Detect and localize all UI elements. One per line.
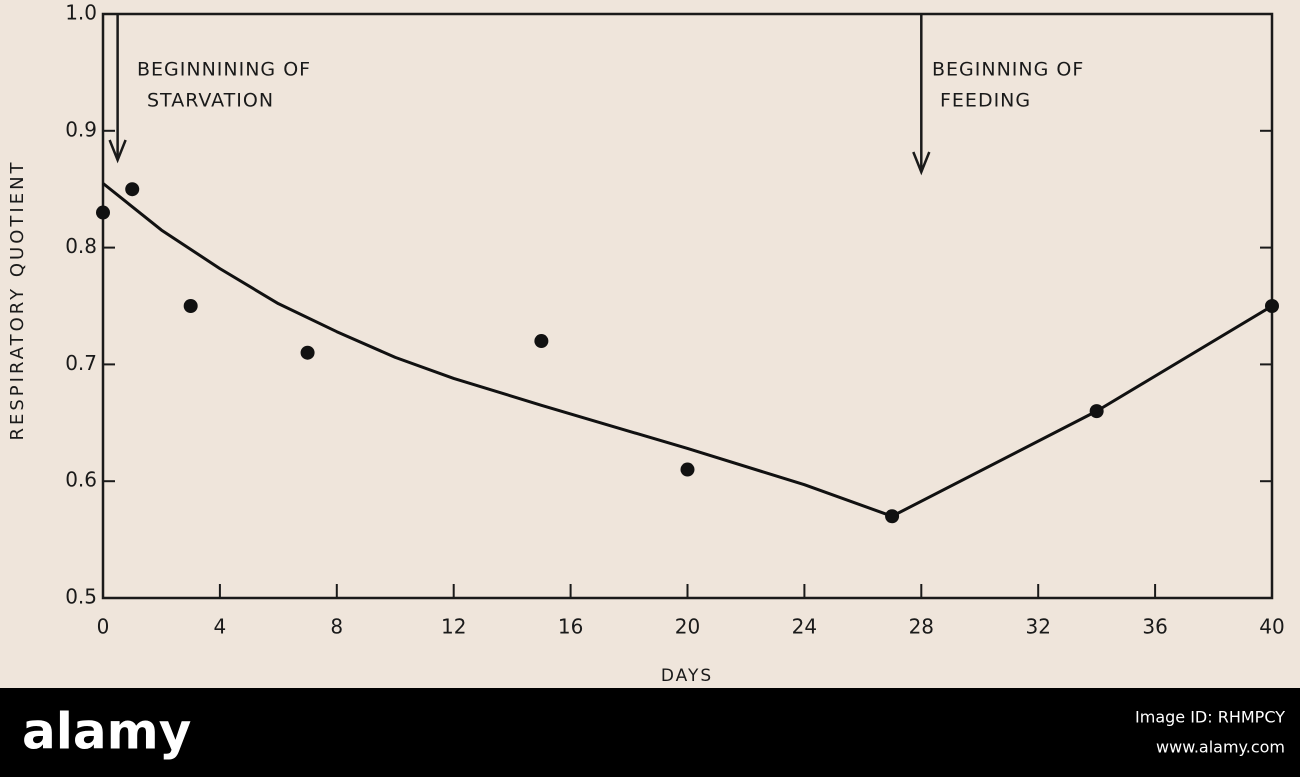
annotation-arrowhead: [912, 151, 931, 176]
y-tick-label: 1.0: [65, 1, 97, 25]
x-tick-label: 32: [1025, 615, 1050, 639]
x-tick-label: 12: [441, 615, 466, 639]
x-tick-label: 20: [675, 615, 700, 639]
annotation-text: BEGINNINING OF: [137, 59, 311, 81]
data-point: [96, 205, 110, 220]
x-tick-label: 4: [214, 615, 227, 639]
watermark-id: Image ID: RHMPCY: [1135, 708, 1285, 727]
data-point: [125, 182, 140, 197]
data-point: [183, 299, 198, 313]
x-tick-label: 16: [558, 615, 583, 639]
annotation-text: FEEDING: [940, 90, 1031, 112]
y-tick-label: 0.8: [65, 234, 97, 258]
annotation-text: BEGINNING OF: [932, 59, 1084, 81]
watermark-url: www.alamy.com: [1156, 738, 1285, 757]
y-tick-label: 0.7: [65, 351, 97, 375]
watermark-brand: alamy: [22, 703, 191, 761]
data-point: [680, 462, 695, 477]
x-tick-label: 36: [1142, 615, 1167, 639]
x-tick-label: 40: [1259, 615, 1284, 639]
x-tick-label: 0: [97, 615, 110, 639]
annotation-text: STARVATION: [147, 90, 274, 112]
y-tick-label: 0.5: [65, 585, 97, 609]
x-tick-label: 28: [909, 615, 934, 639]
x-axis-label: DAYS: [661, 666, 713, 686]
y-axis-label: RESPIRATORY QUOTIENT: [7, 159, 28, 440]
watermark-bar: [0, 688, 1300, 777]
annotation-arrowhead: [108, 139, 127, 164]
fit-line: [102, 182, 1273, 518]
x-tick-label: 24: [792, 615, 817, 639]
data-point: [300, 345, 315, 360]
background: [0, 0, 1300, 688]
y-tick-label: 0.6: [65, 468, 97, 492]
data-point: [534, 334, 549, 349]
x-tick-label: 8: [330, 615, 343, 639]
y-tick-label: 0.9: [65, 117, 97, 141]
